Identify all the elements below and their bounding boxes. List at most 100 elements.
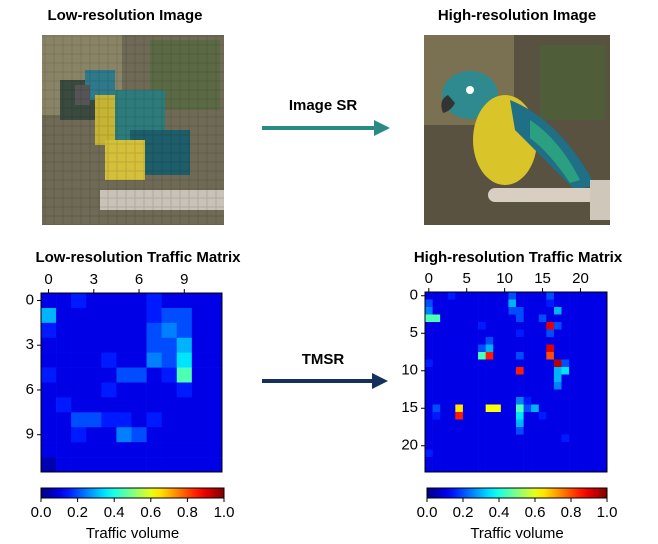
heatmap-cell (577, 420, 585, 428)
heatmap-cell (508, 322, 516, 330)
y-tick-label: 9 (26, 426, 34, 443)
heatmap-cell (546, 292, 554, 300)
heatmap-cell (577, 375, 585, 383)
heatmap-cell (41, 383, 56, 398)
heatmap-cell (425, 457, 433, 465)
heatmap-cell (463, 390, 471, 398)
heatmap-cell (433, 360, 441, 368)
heatmap-cell (524, 390, 532, 398)
heatmap-cell (599, 412, 607, 420)
heatmap-cell (592, 382, 600, 390)
heatmap-cell (101, 368, 116, 383)
heatmap-cell (516, 435, 524, 443)
heatmap-cell (584, 352, 592, 360)
heatmap-cell (440, 465, 448, 473)
heatmap-cell (440, 352, 448, 360)
heatmap-cell (486, 382, 494, 390)
x-tick-label: 0 (44, 271, 52, 288)
heatmap-cell (569, 405, 577, 413)
heatmap-cell (56, 353, 71, 368)
heatmap-cell (539, 405, 547, 413)
heatmap-cell (539, 442, 547, 450)
heatmap-cell (493, 382, 501, 390)
heatmap-cell (592, 352, 600, 360)
heatmap-cell (486, 337, 494, 345)
heatmap-cell (177, 293, 192, 308)
heatmap-cell (101, 308, 116, 323)
heatmap-cell (524, 300, 532, 308)
heatmap-cell (516, 420, 524, 428)
heatmap-cell (433, 405, 441, 413)
heatmap-cell (448, 382, 456, 390)
heatmap-cell (599, 292, 607, 300)
heatmap-cell (192, 323, 207, 338)
heatmap-cell (455, 435, 463, 443)
heatmap-cell (486, 330, 494, 338)
heatmap-cell (508, 457, 516, 465)
heatmap-cell (440, 412, 448, 420)
heatmap-cell (56, 412, 71, 427)
heatmap-cell (471, 465, 479, 473)
heatmap-cell (86, 368, 101, 383)
heatmap-cell (162, 323, 177, 338)
heatmap-cell (554, 390, 562, 398)
heatmap-cell (116, 353, 131, 368)
heatmap-cell (562, 300, 570, 308)
heatmap-cell (562, 345, 570, 353)
heatmap-cell (493, 435, 501, 443)
heatmap-cell (599, 442, 607, 450)
heatmap-cell (531, 450, 539, 458)
heatmap-cell (71, 368, 86, 383)
heatmap-cell (569, 330, 577, 338)
heatmap-cell (599, 367, 607, 375)
heatmap-cell (531, 457, 539, 465)
heatmap-cell (562, 337, 570, 345)
heatmap-cell (577, 337, 585, 345)
heatmap-cell (599, 405, 607, 413)
heatmap-cell (592, 367, 600, 375)
heatmap-cell (448, 427, 456, 435)
heatmap-cell (524, 405, 532, 413)
heatmap-cell (147, 293, 162, 308)
heatmap-cell (569, 390, 577, 398)
heatmap-cell (425, 367, 433, 375)
heatmap-cell (147, 383, 162, 398)
heatmap-cell (116, 457, 131, 472)
heatmap-cell (471, 390, 479, 398)
arrow (262, 373, 388, 389)
heatmap-cell (599, 375, 607, 383)
heatmap-cell (493, 330, 501, 338)
heatmap-cell (478, 292, 486, 300)
heatmap-cell (554, 322, 562, 330)
heatmap-cell (478, 435, 486, 443)
heatmap-cell (463, 412, 471, 420)
heatmap-cell (524, 315, 532, 323)
colorbar (41, 488, 224, 498)
heatmap-cell (177, 353, 192, 368)
arrow-label: Image SR (289, 97, 358, 114)
heatmap-cell (132, 383, 147, 398)
heatmap-cell (162, 338, 177, 353)
heatmap-cell (207, 397, 222, 412)
heatmap-cell (147, 412, 162, 427)
heatmap-cell (546, 330, 554, 338)
heatmap-cell (147, 397, 162, 412)
heatmap-cell (554, 307, 562, 315)
colorbar-tick-label: 1.0 (597, 504, 618, 521)
heatmap-cell (448, 345, 456, 353)
heatmap-cell (569, 375, 577, 383)
heatmap-cell (524, 465, 532, 473)
heatmap-cell (539, 435, 547, 443)
heatmap-cell (71, 457, 86, 472)
heatmap-cell (599, 450, 607, 458)
heatmap-cell (425, 292, 433, 300)
heatmap-cell (592, 330, 600, 338)
heatmap-cell (562, 382, 570, 390)
heatmap-cell (177, 383, 192, 398)
heatmap-cell (478, 337, 486, 345)
heatmap-cell (192, 442, 207, 457)
heatmap-cell (501, 390, 509, 398)
heatmap-cell (592, 360, 600, 368)
heatmap-cell (508, 292, 516, 300)
heatmap-cell (501, 465, 509, 473)
